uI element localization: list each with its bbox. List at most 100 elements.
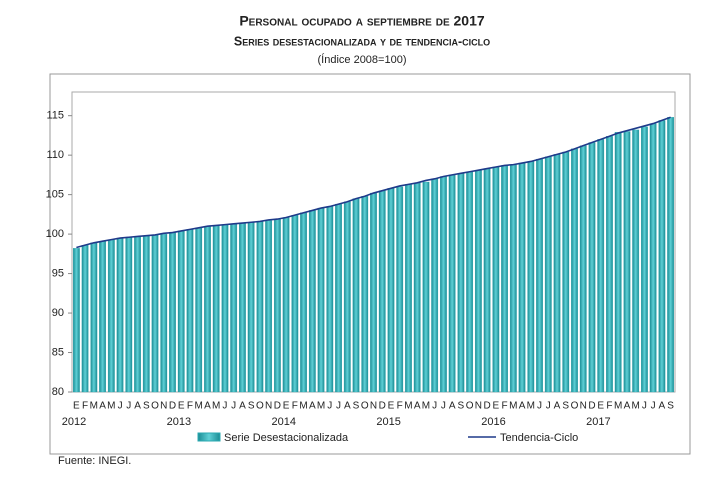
bar <box>579 145 587 393</box>
x-tick-label: S <box>458 401 465 412</box>
y-tick-label: 85 <box>52 346 64 358</box>
trend-line <box>76 116 671 249</box>
bar <box>571 148 578 393</box>
bar <box>335 203 342 393</box>
legend-swatch <box>197 432 221 442</box>
x-tick-label: F <box>502 401 508 412</box>
bar <box>160 233 168 393</box>
x-tick-label: M <box>509 401 517 412</box>
x-tick-label: J <box>537 401 542 412</box>
bar <box>370 192 377 393</box>
bar <box>405 184 412 393</box>
bar <box>265 220 273 393</box>
y-tick-label: 80 <box>52 386 64 398</box>
x-tick-label: D <box>588 401 595 412</box>
x-tick-label: J <box>118 401 123 412</box>
year-label: 2016 <box>481 416 505 428</box>
bar <box>448 174 456 393</box>
x-tick-label: M <box>299 401 307 412</box>
bar <box>483 168 491 393</box>
legend-label: Serie Desestacionalizada <box>224 432 349 444</box>
bar <box>256 221 264 393</box>
year-label: 2012 <box>62 416 86 428</box>
x-tick-label: J <box>126 401 131 412</box>
x-tick-label: E <box>283 401 290 412</box>
year-label: 2013 <box>167 416 191 428</box>
year-label: 2015 <box>376 416 400 428</box>
x-tick-label: J <box>327 401 332 412</box>
bar <box>221 224 229 393</box>
x-tick-label: J <box>546 401 551 412</box>
x-tick-label: A <box>344 401 351 412</box>
bar <box>177 230 185 393</box>
bar <box>457 173 465 393</box>
x-tick-label: E <box>388 401 395 412</box>
bar <box>667 117 675 393</box>
bar <box>431 178 439 393</box>
x-tick-label: N <box>580 401 587 412</box>
bar <box>527 161 535 393</box>
bar <box>195 227 203 393</box>
x-tick-label: J <box>432 401 437 412</box>
x-tick-label: M <box>614 401 622 412</box>
x-tick-label: N <box>265 401 272 412</box>
x-tick-label: N <box>160 401 167 412</box>
bar <box>649 123 657 393</box>
x-tick-label: E <box>73 401 80 412</box>
bar <box>204 226 211 393</box>
x-tick-label: M <box>212 401 220 412</box>
bar <box>501 165 508 393</box>
x-tick-label: F <box>82 401 88 412</box>
bar <box>492 166 500 393</box>
bar <box>658 120 666 393</box>
bar <box>142 235 150 393</box>
x-tick-label: F <box>606 401 612 412</box>
y-tick-label: 95 <box>52 267 64 279</box>
x-tick-label: A <box>624 401 631 412</box>
x-tick-label: A <box>449 401 456 412</box>
x-tick-label: J <box>441 401 446 412</box>
bar <box>134 236 141 393</box>
bar <box>273 218 281 393</box>
x-tick-label: J <box>651 401 656 412</box>
x-tick-label: O <box>151 401 159 412</box>
year-label: 2017 <box>586 416 610 428</box>
bar <box>90 242 98 393</box>
x-tick-label: A <box>309 401 316 412</box>
chart-title: Personal ocupado a septiembre de 2017 <box>239 13 485 29</box>
bar <box>553 154 561 393</box>
x-tick-label: J <box>231 401 236 412</box>
x-tick-label: A <box>519 401 526 412</box>
x-tick-label: D <box>274 401 281 412</box>
bar <box>282 217 290 393</box>
x-tick-label: A <box>99 401 106 412</box>
x-tick-label: A <box>134 401 141 412</box>
x-tick-label: S <box>143 401 150 412</box>
bar <box>641 126 648 393</box>
bar <box>99 241 106 393</box>
x-tick-label: A <box>414 401 421 412</box>
bar <box>326 206 334 393</box>
x-tick-label: M <box>404 401 412 412</box>
bar <box>300 212 307 393</box>
x-tick-label: M <box>527 401 535 412</box>
x-tick-label: E <box>178 401 185 412</box>
bar <box>588 142 596 393</box>
x-tick-label: M <box>422 401 430 412</box>
y-tick-label: 110 <box>46 149 64 161</box>
x-tick-label: A <box>554 401 561 412</box>
bar <box>169 232 176 393</box>
x-tick-label: A <box>239 401 246 412</box>
year-label: 2014 <box>271 416 295 428</box>
x-tick-label: M <box>107 401 115 412</box>
x-tick-label: N <box>370 401 377 412</box>
bar <box>440 176 447 393</box>
bar <box>518 162 526 393</box>
x-tick-label: S <box>667 401 674 412</box>
y-tick-label: 100 <box>46 228 64 240</box>
bar <box>606 136 613 393</box>
bar <box>396 186 404 393</box>
unit-label: (Índice 2008=100) <box>318 53 407 66</box>
x-tick-label: D <box>483 401 490 412</box>
